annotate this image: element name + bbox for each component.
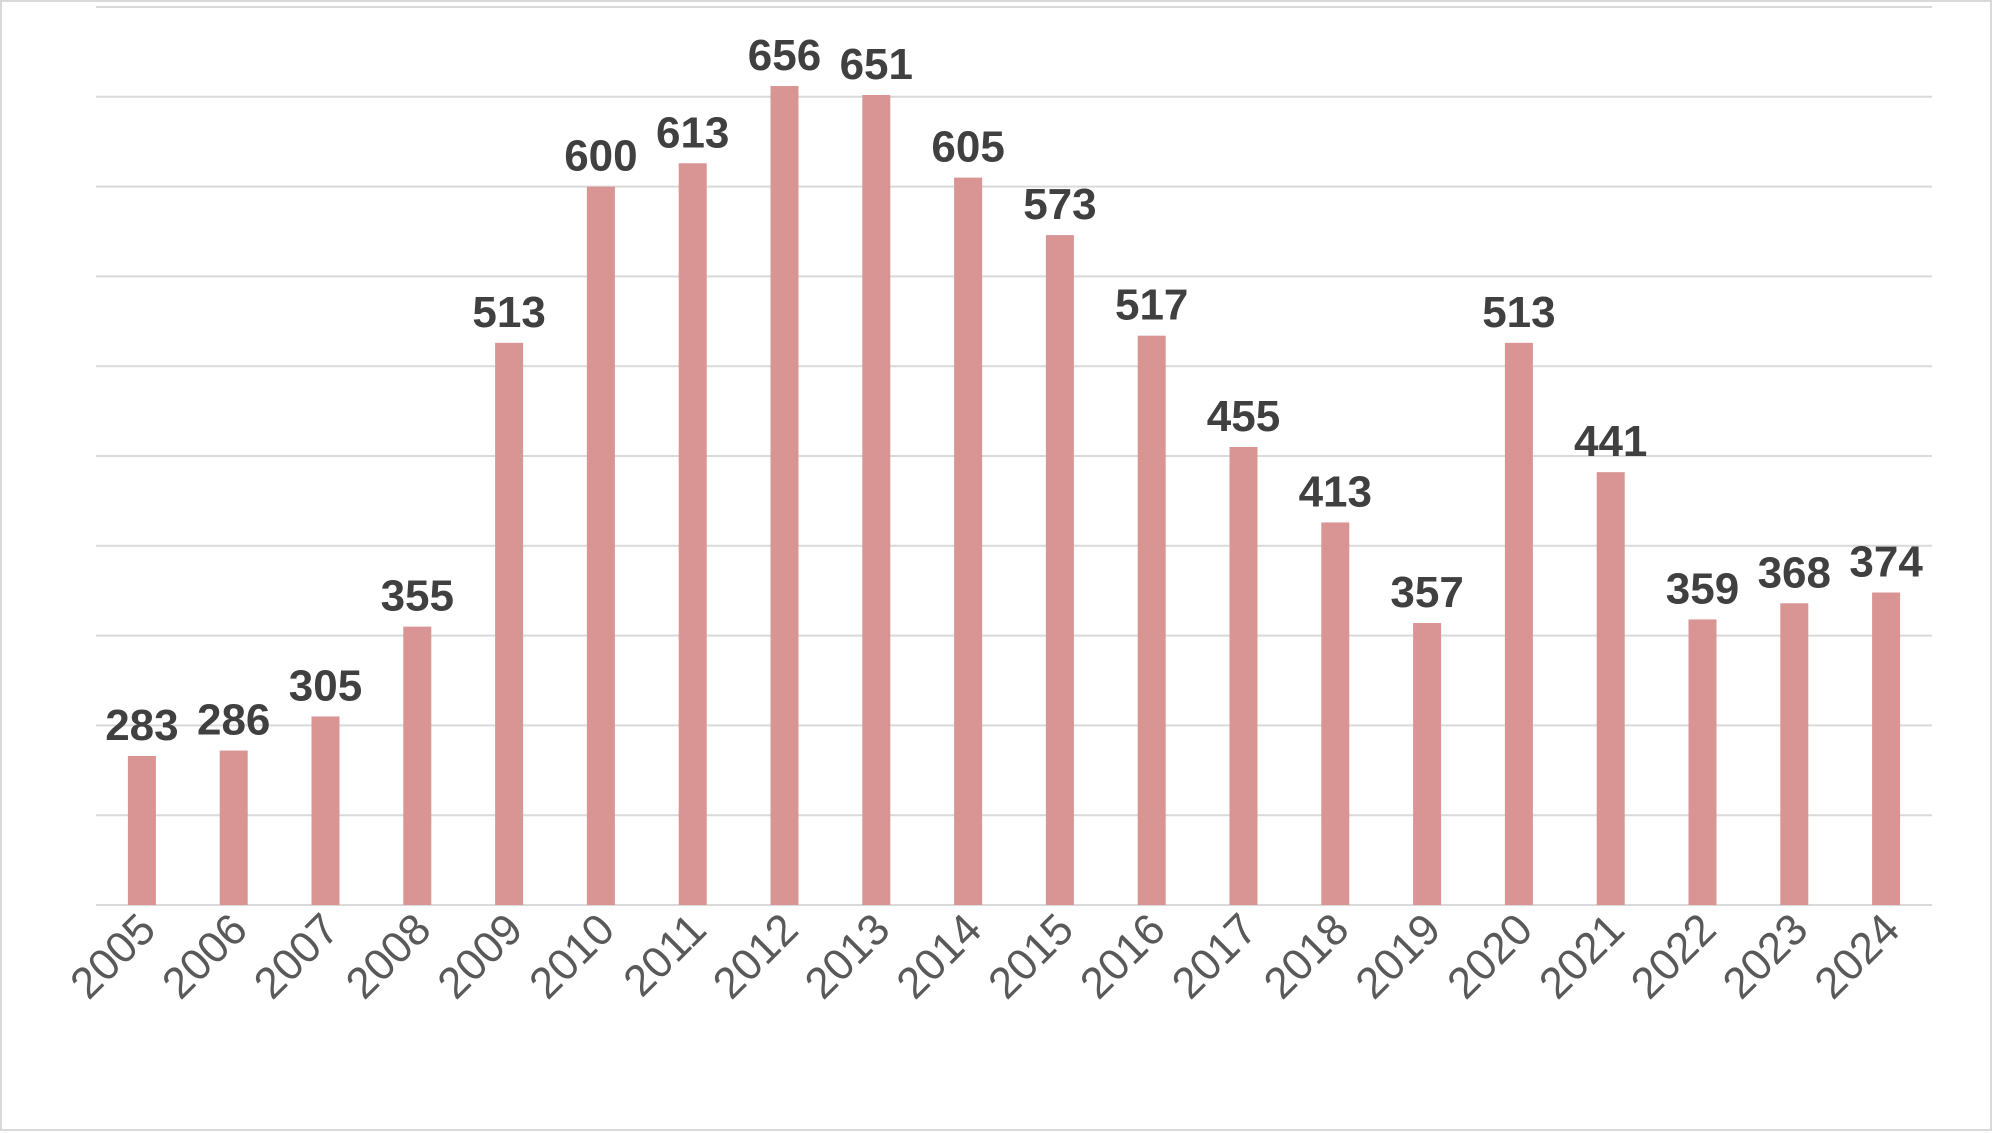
gridlines	[96, 6, 1932, 906]
bar-2011	[678, 163, 707, 905]
data-label-2010: 600	[564, 132, 637, 181]
bar-2017	[1229, 447, 1258, 905]
bar-2005	[127, 755, 156, 905]
x-tick-label-2015: 2015	[979, 904, 1083, 1008]
data-label-2009: 513	[472, 288, 545, 337]
bar-2022	[1688, 619, 1717, 905]
x-tick-label-2016: 2016	[1071, 904, 1175, 1008]
data-label-2019: 357	[1390, 568, 1463, 617]
x-tick-label-2006: 2006	[153, 904, 257, 1008]
data-label-2007: 305	[289, 661, 362, 710]
bar-2023	[1780, 603, 1809, 905]
data-label-2020: 513	[1482, 288, 1555, 337]
bar-2009	[495, 342, 524, 905]
data-label-2014: 605	[931, 123, 1004, 172]
x-tick-label-2020: 2020	[1438, 904, 1542, 1008]
bar-2021	[1596, 472, 1625, 905]
x-tick-label-2013: 2013	[796, 904, 900, 1008]
bar-2018	[1321, 522, 1350, 905]
bar-2016	[1137, 335, 1166, 906]
data-label-2022: 359	[1666, 564, 1739, 613]
data-label-2006: 286	[197, 696, 270, 745]
x-tick-label-2005: 2005	[61, 904, 165, 1008]
x-axis-tick-labels: 2005200620072008200920102011201220132014…	[61, 904, 1909, 1008]
bar-2020	[1504, 342, 1533, 905]
data-label-2015: 573	[1023, 180, 1096, 229]
x-tick-label-2007: 2007	[245, 904, 349, 1008]
bar-2010	[586, 186, 615, 906]
data-labels: 283 286 305 355 513 600 613 656 651 605 573 517 455 4…	[105, 31, 1923, 750]
data-label-2008: 355	[381, 572, 454, 621]
bar-2007	[311, 716, 340, 905]
x-tick-label-2021: 2021	[1530, 904, 1634, 1008]
data-label-2016: 517	[1115, 281, 1188, 330]
x-tick-label-2010: 2010	[520, 904, 624, 1008]
bars	[127, 86, 1901, 906]
x-tick-label-2009: 2009	[428, 904, 532, 1008]
bar-2015	[1045, 235, 1074, 906]
x-tick-label-2008: 2008	[337, 904, 441, 1008]
bar-2019	[1413, 623, 1442, 905]
data-label-2017: 455	[1207, 392, 1280, 441]
bar-2006	[219, 750, 248, 905]
bar-2013	[862, 95, 891, 905]
x-tick-label-2011: 2011	[614, 904, 716, 1006]
x-tick-label-2019: 2019	[1346, 904, 1450, 1008]
bar-2008	[403, 626, 432, 905]
x-tick-label-2014: 2014	[887, 904, 991, 1008]
bar-2014	[954, 177, 983, 905]
bar-2012	[770, 86, 799, 906]
data-label-2018: 413	[1299, 467, 1372, 516]
data-label-2012: 656	[748, 31, 821, 80]
x-tick-label-2018: 2018	[1255, 904, 1359, 1008]
data-label-2021: 441	[1574, 417, 1647, 466]
data-label-2013: 651	[840, 40, 913, 89]
x-tick-label-2023: 2023	[1714, 904, 1818, 1008]
bar-2024	[1872, 592, 1901, 905]
data-label-2011: 613	[656, 108, 729, 157]
x-tick-label-2024: 2024	[1805, 904, 1909, 1008]
x-tick-label-2012: 2012	[704, 904, 808, 1008]
x-tick-label-2022: 2022	[1622, 904, 1726, 1008]
x-tick-label-2017: 2017	[1163, 904, 1267, 1008]
data-label-2024: 374	[1849, 537, 1923, 586]
data-label-2005: 283	[105, 701, 178, 750]
data-label-2023: 368	[1758, 548, 1831, 597]
